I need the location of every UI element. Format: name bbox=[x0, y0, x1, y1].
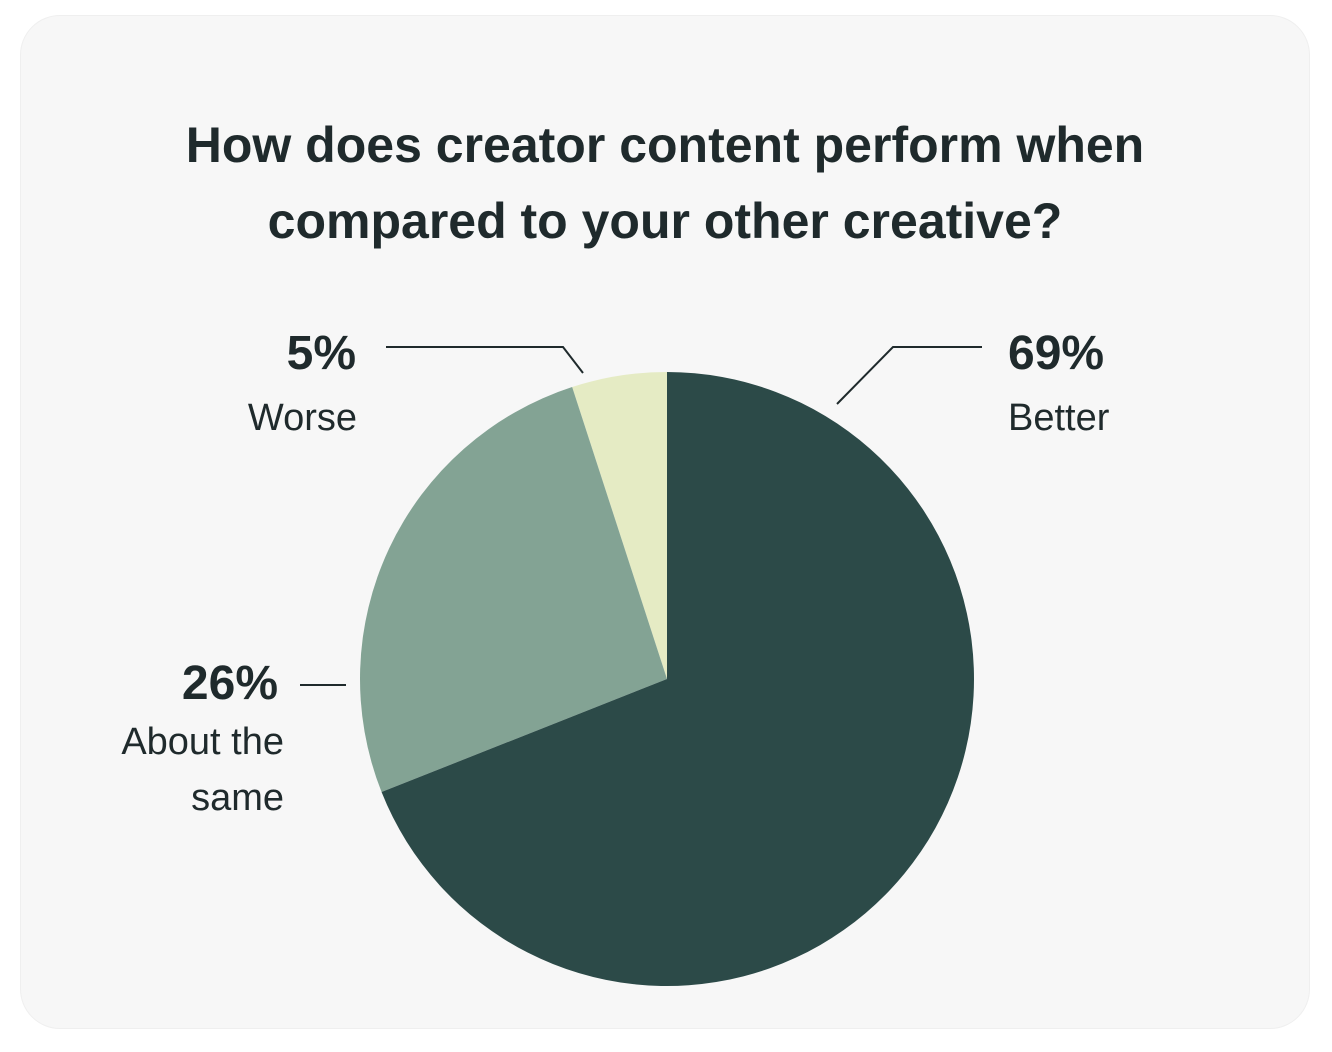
chart-title: How does creator content perform when co… bbox=[185, 117, 1145, 249]
pie-slice bbox=[381, 372, 975, 987]
category-label: About the same bbox=[121, 721, 284, 819]
leader-line bbox=[836, 346, 982, 405]
value-label: 26% bbox=[181, 657, 278, 710]
leader-line bbox=[386, 346, 584, 374]
pie-slice bbox=[572, 372, 667, 679]
category-label: Worse bbox=[247, 397, 357, 439]
value-label: 5% bbox=[286, 327, 356, 380]
pie-slice bbox=[360, 387, 667, 793]
category-label: Better bbox=[1008, 397, 1110, 439]
value-label: 69% bbox=[1008, 327, 1105, 380]
